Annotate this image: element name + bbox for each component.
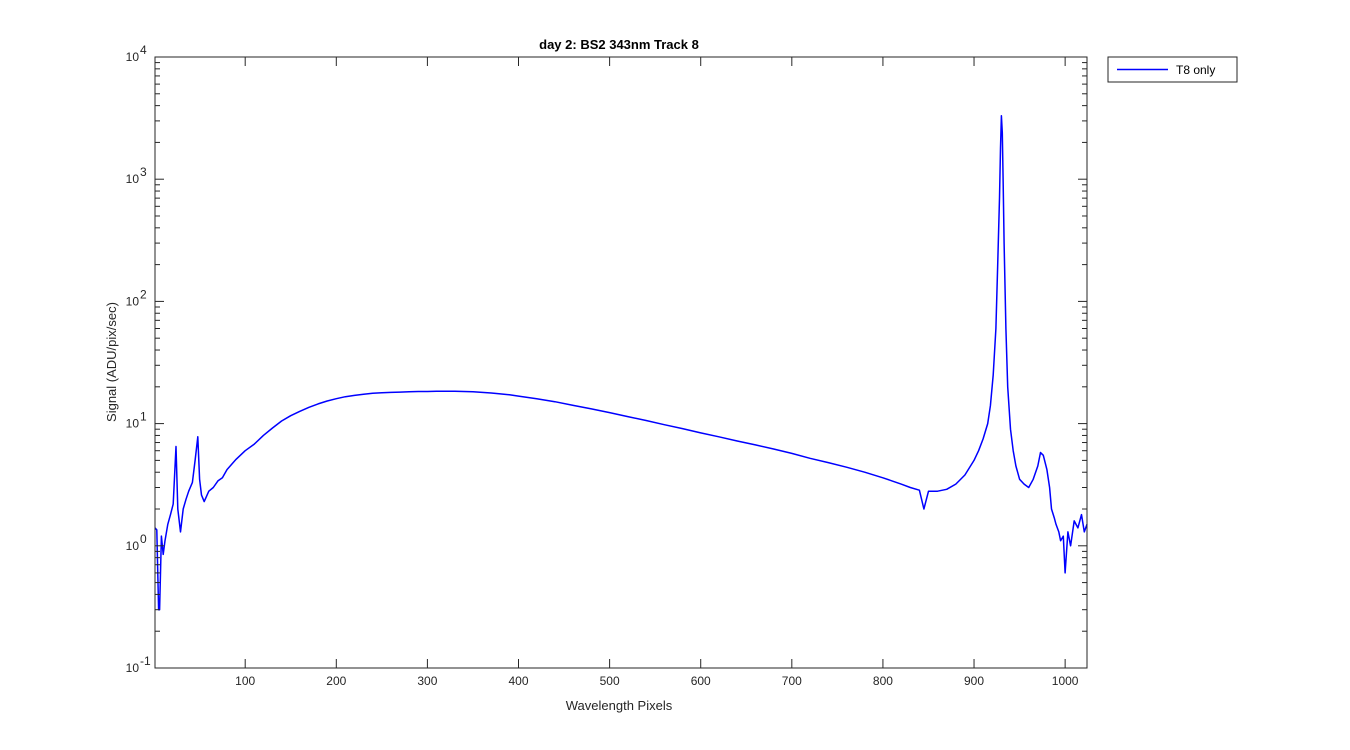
- y-axis-label: Signal (ADU/pix/sec): [104, 302, 119, 422]
- y-tick-label-exp-5: 4: [140, 43, 147, 57]
- axes-box: [154, 56, 1088, 669]
- x-tick-label-100: 100: [235, 674, 255, 688]
- x-tick-label-1000: 1000: [1052, 674, 1079, 688]
- series-line-0: [154, 115, 1088, 611]
- legend-entry-t8-only: T8 only: [1176, 63, 1215, 77]
- y-tick-label-5: 10: [126, 50, 140, 64]
- plot-background: [155, 57, 1087, 668]
- y-tick-label-3: 10: [126, 294, 140, 308]
- x-axis-label: Wavelength Pixels: [566, 698, 673, 713]
- x-tick-label-400: 400: [508, 674, 528, 688]
- y-tick-label-exp-0: -1: [140, 654, 151, 668]
- y-tick-label-exp-1: 0: [140, 532, 147, 546]
- x-tick-label-200: 200: [326, 674, 346, 688]
- x-tick-label-800: 800: [873, 674, 893, 688]
- x-tick-label-600: 600: [691, 674, 711, 688]
- plot-area: [155, 57, 1087, 668]
- data-layer: [154, 115, 1088, 611]
- y-tick-label-exp-2: 1: [140, 410, 147, 424]
- legend: T8 only: [1107, 56, 1238, 83]
- y-tick-label-2: 10: [126, 417, 140, 431]
- y-tick-label-exp-3: 2: [140, 287, 147, 301]
- x-tick-label-700: 700: [782, 674, 802, 688]
- y-tick-label-0: 10: [126, 661, 140, 675]
- chart-title: day 2: BS2 343nm Track 8: [539, 37, 699, 52]
- x-tick-label-500: 500: [600, 674, 620, 688]
- y-tick-label-1: 10: [126, 539, 140, 553]
- y-tick-label-exp-4: 3: [140, 165, 147, 179]
- x-tick-label-900: 900: [964, 674, 984, 688]
- y-tick-label-4: 10: [126, 172, 140, 186]
- x-tick-label-300: 300: [417, 674, 437, 688]
